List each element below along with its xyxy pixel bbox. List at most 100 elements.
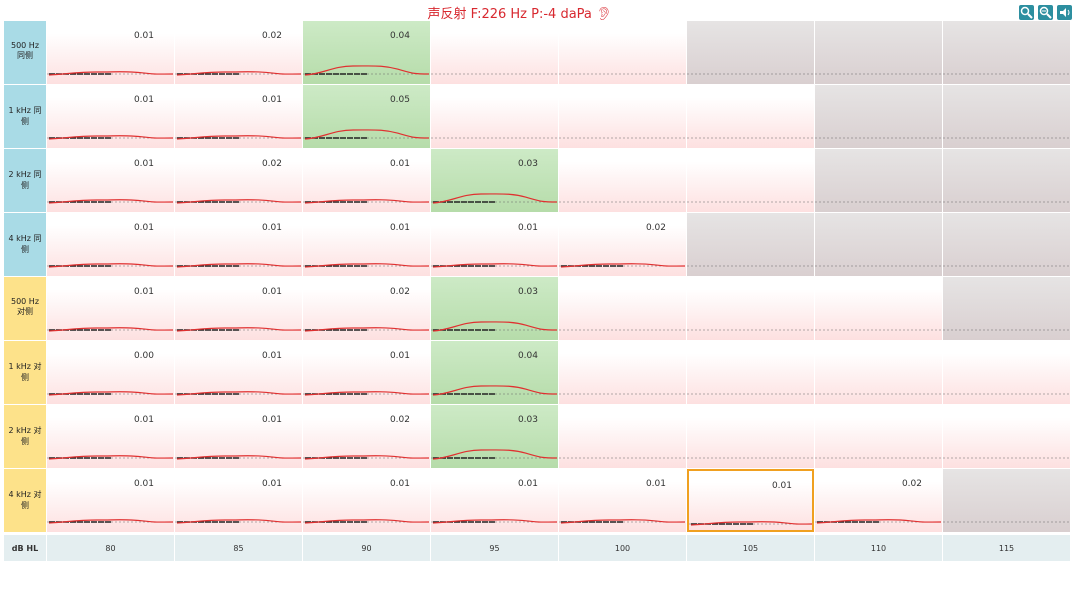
row-label: 2 kHz 同侧 xyxy=(4,149,46,212)
cell xyxy=(943,341,1070,404)
title-text: 声反射 F:226 Hz P:-4 daPa xyxy=(427,7,592,22)
trace xyxy=(47,455,174,460)
cell xyxy=(559,277,686,340)
cell-value: 0.03 xyxy=(517,287,538,297)
cell: 0.01 xyxy=(47,85,174,148)
cell-value: 0.01 xyxy=(389,223,410,233)
trace xyxy=(431,263,558,268)
cell: 0.05 xyxy=(303,85,430,148)
trace xyxy=(559,137,686,139)
cell-value: 0.01 xyxy=(133,479,154,489)
trace xyxy=(687,457,814,459)
cell-value: 0.01 xyxy=(133,159,154,169)
cell: 0.02 xyxy=(175,21,302,84)
zoom-in-button[interactable] xyxy=(1038,5,1053,20)
trace xyxy=(303,519,430,524)
cell xyxy=(815,21,942,84)
cell-value: 0.01 xyxy=(133,415,154,425)
cell: 0.00 xyxy=(47,341,174,404)
cell: 0.01 xyxy=(47,277,174,340)
cell: 0.01 xyxy=(175,341,302,404)
cell: 0.01 xyxy=(175,469,302,532)
row-label: 1 kHz 同侧 xyxy=(4,85,46,148)
cell xyxy=(943,149,1070,212)
trace xyxy=(559,457,686,459)
trace xyxy=(431,519,558,524)
trace xyxy=(815,73,942,75)
cell-value: 0.01 xyxy=(261,287,282,297)
trace xyxy=(47,519,174,524)
cell xyxy=(687,149,814,212)
cell: 0.01 xyxy=(431,213,558,276)
trace xyxy=(431,321,558,332)
cell-value: 0.05 xyxy=(389,95,410,105)
cell-value: 0.01 xyxy=(261,351,282,361)
cell xyxy=(687,21,814,84)
trace xyxy=(431,137,558,139)
trace xyxy=(175,263,302,268)
trace xyxy=(815,201,942,203)
trace xyxy=(47,135,174,140)
trace xyxy=(943,329,1070,331)
cell-value: 0.01 xyxy=(517,479,538,489)
cell xyxy=(687,341,814,404)
trace xyxy=(175,135,302,140)
cell xyxy=(943,469,1070,532)
cell xyxy=(687,213,814,276)
cell-value: 0.01 xyxy=(133,95,154,105)
cell xyxy=(943,21,1070,84)
trace xyxy=(559,263,686,268)
cell-value: 0.01 xyxy=(771,481,792,491)
trace xyxy=(559,519,686,524)
cell xyxy=(559,405,686,468)
cell xyxy=(559,85,686,148)
trace xyxy=(303,455,430,460)
level-label: 90 xyxy=(303,535,430,561)
cell xyxy=(815,85,942,148)
cell: 0.01 xyxy=(559,469,686,532)
level-label: 100 xyxy=(559,535,686,561)
cell: 0.01 xyxy=(47,21,174,84)
row-label: 1 kHz 对侧 xyxy=(4,341,46,404)
cell xyxy=(943,85,1070,148)
trace xyxy=(47,199,174,204)
cell: 0.01 xyxy=(687,469,814,532)
row-label: 500 Hz 对侧 xyxy=(4,277,46,340)
trace xyxy=(47,327,174,332)
cell-value: 0.03 xyxy=(517,159,538,169)
trace xyxy=(175,199,302,204)
cell: 0.01 xyxy=(47,469,174,532)
zoom-out-button[interactable] xyxy=(1019,5,1034,20)
cell-value: 0.01 xyxy=(389,479,410,489)
trace xyxy=(47,391,174,396)
trace xyxy=(559,393,686,395)
cell-value: 0.01 xyxy=(133,31,154,41)
trace xyxy=(431,449,558,460)
trace xyxy=(431,193,558,204)
cell-value: 0.02 xyxy=(389,287,410,297)
cell xyxy=(687,85,814,148)
cell-value: 0.01 xyxy=(645,479,666,489)
cell: 0.01 xyxy=(303,213,430,276)
trace xyxy=(175,519,302,524)
trace xyxy=(303,199,430,204)
sound-button[interactable] xyxy=(1057,5,1072,20)
level-label: 115 xyxy=(943,535,1070,561)
cell xyxy=(815,405,942,468)
trace xyxy=(559,201,686,203)
trace xyxy=(815,265,942,267)
cell: 0.01 xyxy=(47,405,174,468)
cell-value: 0.02 xyxy=(261,159,282,169)
trace xyxy=(47,263,174,268)
cell: 0.02 xyxy=(175,149,302,212)
trace xyxy=(47,71,174,76)
cell xyxy=(943,277,1070,340)
cell: 0.02 xyxy=(303,277,430,340)
trace xyxy=(689,521,812,526)
cell-value: 0.01 xyxy=(517,223,538,233)
cell: 0.01 xyxy=(175,277,302,340)
cell-value: 0.01 xyxy=(389,351,410,361)
cell xyxy=(687,405,814,468)
level-label: 80 xyxy=(47,535,174,561)
cell: 0.03 xyxy=(431,277,558,340)
